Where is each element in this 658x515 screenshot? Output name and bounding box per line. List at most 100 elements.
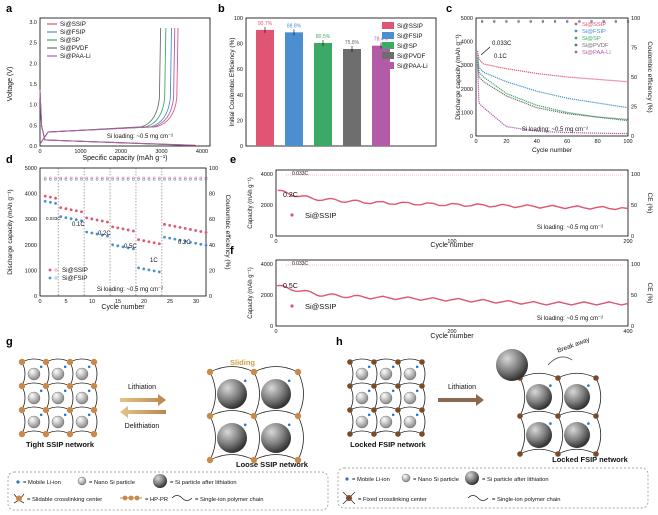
xtick-d-tick: 20 — [141, 299, 147, 305]
polymer-chain — [21, 358, 47, 363]
ce-point-c — [626, 19, 630, 23]
ce-point-d — [95, 178, 99, 181]
capacity-point-d — [199, 230, 203, 233]
ytick-a-tick: 2.0 — [29, 61, 37, 67]
li-ion — [287, 423, 291, 427]
capacity-point-d — [48, 195, 52, 199]
panel-label-c: c — [446, 3, 452, 15]
y2tick-e-tick: 50 — [631, 203, 637, 209]
slidable-crosslink-node — [206, 456, 214, 464]
ytick-e-tick: 2000 — [261, 203, 273, 209]
fixed-crosslink-node — [371, 359, 377, 365]
bar-b — [372, 45, 390, 147]
ytick-a-tick: 2.5 — [29, 41, 37, 47]
ce-point-c — [493, 20, 496, 24]
panel-label-f: f — [230, 245, 234, 257]
polymer-chain — [349, 409, 354, 435]
ce-point-d — [163, 178, 166, 181]
xtick-c-tick: 20 — [503, 139, 509, 145]
key-after-g: = Si particle after lithiation — [170, 480, 237, 486]
capacity-point-d — [116, 244, 120, 248]
fixed-crosslink-node — [517, 451, 523, 457]
polymer-chain — [93, 409, 98, 435]
legend-item-c: Si@SSIP — [582, 22, 606, 28]
fixed-crosslink-node — [347, 407, 353, 413]
ce-point-c — [505, 20, 508, 24]
polymer-chain — [253, 371, 260, 417]
ce-point-c — [541, 20, 544, 24]
capacity-point-d — [183, 239, 187, 243]
ce-point-d — [173, 176, 177, 180]
capacity-point-d — [126, 246, 130, 250]
li-ion — [87, 389, 91, 393]
slidable-crosslink-node — [66, 358, 74, 366]
panel-label-d: d — [6, 154, 13, 166]
capacity-point-d — [90, 217, 94, 221]
capacity-point-d — [152, 241, 156, 245]
capacity-point-d — [106, 234, 109, 238]
charge-curve-a — [39, 27, 179, 145]
polymer-chain — [21, 430, 47, 435]
slidable-crosslink-node — [90, 430, 98, 438]
legend-item-c: Si@FSIP — [582, 29, 606, 35]
slidable-crosslink-node — [294, 368, 302, 376]
broken-away-particle — [496, 349, 528, 381]
ytick-b-tick: 20 — [237, 118, 243, 124]
capacity-point-d — [54, 196, 57, 200]
ytick-f-tick: 2000 — [261, 293, 273, 299]
xtick-a-tick: 4000 — [196, 149, 208, 155]
ce-point-d — [49, 176, 52, 180]
legend-f: Si@SSIP — [305, 302, 336, 311]
y2tick-d-tick: 20 — [209, 268, 215, 274]
legend-e: Si@SSIP — [305, 211, 336, 220]
polymer-chain — [373, 382, 399, 387]
panel-f: Capacity (mAh g⁻¹) CE (%) Cycle number 0… — [248, 259, 653, 340]
polymer-chain — [45, 382, 71, 387]
tight-ssip-network — [18, 358, 98, 438]
ce-point-d — [111, 176, 114, 180]
loose-ssip-network — [206, 366, 304, 464]
li-ion — [391, 413, 395, 417]
key-nano-g: = Nano Si particle — [89, 480, 135, 486]
slidable-crosslink-node — [90, 358, 98, 366]
li-ion — [63, 413, 67, 417]
rate-f-2: 0.5C — [283, 283, 298, 290]
slidable-crosslink-node — [42, 382, 50, 390]
polymer-chain — [595, 377, 602, 417]
y2tick-e-tick: 0 — [631, 234, 634, 240]
note-a: Si loading: ~0.5 mg cm⁻² — [107, 134, 173, 140]
capacity-point-d — [152, 269, 156, 273]
ce-point-d — [74, 178, 78, 181]
note-f: Si loading: ~0.5 mg cm⁻² — [537, 316, 603, 322]
rate-e-2: 0.2C — [283, 192, 298, 199]
xtick-f-tick: 400 — [623, 329, 632, 335]
bar-label-b: 78.4% — [374, 37, 389, 43]
ce-point-c — [566, 20, 569, 24]
polymer-chain — [93, 361, 98, 387]
fixed-crosslink-node — [555, 375, 561, 381]
capacity-point-d — [85, 230, 89, 234]
ce-point-c — [480, 19, 484, 23]
polymer-chain — [421, 385, 426, 411]
capacity-point-d — [189, 228, 192, 231]
polymer-chain — [45, 385, 50, 411]
ce-point-d — [142, 176, 146, 180]
capacity-point-d — [106, 220, 109, 224]
ce-point-d — [189, 176, 192, 180]
capacity-series-c — [476, 54, 629, 109]
legend-swatch-b — [382, 52, 394, 59]
legend-item-b: Si@PAA-Li — [397, 63, 428, 70]
capacity-point-d — [173, 237, 177, 241]
locked-fsip-network-left — [347, 358, 426, 437]
li-ion — [87, 413, 91, 417]
polymer-chain — [595, 415, 602, 455]
capacity-point-d — [80, 219, 83, 223]
capacity-point-d — [95, 232, 99, 236]
ytick-c-tick: 2000 — [461, 87, 473, 93]
slidable-crosslink-node — [294, 456, 302, 464]
panel-label-b: b — [218, 3, 225, 15]
xtick-e-tick: 100 — [447, 239, 456, 245]
xtick-c-tick: 80 — [595, 139, 601, 145]
polymer-chain — [519, 372, 559, 379]
xtick-c-tick: 60 — [564, 139, 570, 145]
